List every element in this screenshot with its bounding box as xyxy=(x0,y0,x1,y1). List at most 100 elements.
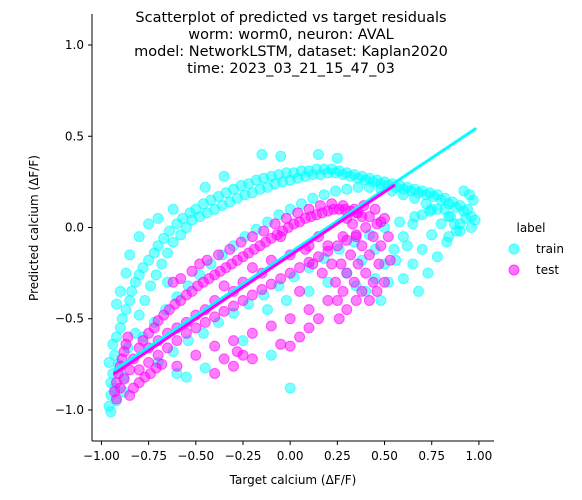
point-test-182 xyxy=(333,313,345,325)
point-test-147 xyxy=(156,358,168,370)
point-test-123 xyxy=(294,285,306,297)
point-test-8 xyxy=(111,393,122,405)
point-train-203 xyxy=(284,382,296,394)
point-test-177 xyxy=(341,304,353,316)
point-train-165 xyxy=(394,216,406,228)
point-train-199 xyxy=(180,371,192,383)
x-tick-label: 0.25 xyxy=(324,449,351,463)
x-ticks: −1.00 −0.75 −0.50 −0.25 0.00 0.25 0.50 0.75 1.00 xyxy=(83,441,492,463)
point-test-94 xyxy=(341,267,353,279)
point-test-73 xyxy=(313,251,324,263)
point-test-150 xyxy=(228,360,239,372)
point-train-181 xyxy=(435,218,447,230)
point-test-86 xyxy=(322,295,334,306)
point-test-60 xyxy=(190,322,202,334)
point-test-117 xyxy=(369,203,381,215)
y-tick-label: 0.5 xyxy=(65,129,84,143)
point-test-129 xyxy=(246,262,258,274)
point-test-111 xyxy=(384,254,396,266)
point-test-165 xyxy=(224,243,236,255)
point-train-137 xyxy=(330,185,341,197)
point-test-149 xyxy=(218,353,230,365)
point-train-36 xyxy=(175,229,187,241)
point-test-110 xyxy=(382,231,394,243)
point-test-104 xyxy=(367,276,379,288)
point-test-62 xyxy=(209,311,221,323)
point-test-101 xyxy=(360,267,372,279)
point-test-116 xyxy=(363,211,375,223)
x-tick-label: −1.00 xyxy=(83,449,120,463)
point-test-89 xyxy=(326,258,338,270)
point-test-156 xyxy=(313,313,324,325)
y-tick-label: −0.5 xyxy=(55,312,84,326)
point-test-175 xyxy=(337,200,349,212)
point-train-210 xyxy=(303,285,315,297)
point-test-164 xyxy=(213,249,224,261)
point-test-168 xyxy=(258,225,270,237)
point-test-70 xyxy=(284,267,296,279)
point-test-7 xyxy=(122,331,134,343)
point-test-58 xyxy=(171,335,183,347)
point-train-177 xyxy=(397,273,409,285)
point-train-28 xyxy=(150,269,162,281)
y-tick-label: −1.0 xyxy=(55,403,84,417)
point-train-197 xyxy=(167,203,179,215)
point-train-224 xyxy=(460,212,472,224)
point-test-154 xyxy=(284,340,296,352)
point-test-163 xyxy=(201,254,213,266)
point-test-87 xyxy=(337,285,349,297)
point-train-185 xyxy=(431,251,443,263)
point-train-216 xyxy=(111,298,122,310)
point-train-205 xyxy=(237,335,249,347)
legend-title: label xyxy=(516,221,545,235)
point-test-97 xyxy=(350,231,362,243)
series-train xyxy=(103,149,481,418)
point-train-222 xyxy=(443,231,455,243)
point-train-220 xyxy=(401,240,413,252)
point-test-161 xyxy=(186,265,198,277)
point-test-102 xyxy=(363,249,375,261)
point-train-225 xyxy=(465,222,477,233)
point-train-168 xyxy=(439,203,451,215)
x-tick-label: 0.75 xyxy=(418,449,445,463)
point-test-171 xyxy=(292,207,304,219)
point-train-135 xyxy=(307,192,319,204)
x-tick-label: −0.25 xyxy=(225,449,262,463)
point-train-214 xyxy=(120,267,132,279)
point-train-200 xyxy=(199,362,211,374)
point-train-143 xyxy=(397,189,409,201)
point-train-180 xyxy=(426,229,438,241)
point-test-80 xyxy=(209,340,221,352)
point-train-136 xyxy=(318,189,330,201)
point-train-10 xyxy=(111,331,122,343)
point-test-95 xyxy=(345,249,357,261)
point-train-215 xyxy=(124,249,136,261)
point-test-181 xyxy=(371,285,383,297)
title-line-1: Scatterplot of predicted vs target resid… xyxy=(135,10,446,26)
point-test-56 xyxy=(152,349,164,361)
point-train-138 xyxy=(341,183,353,195)
point-test-67 xyxy=(256,284,268,295)
point-test-66 xyxy=(246,289,258,301)
point-train-196 xyxy=(199,181,211,193)
y-tick-label: 0.0 xyxy=(65,221,84,235)
point-test-98 xyxy=(352,258,364,270)
point-train-217 xyxy=(133,231,145,243)
point-train-195 xyxy=(218,170,230,182)
point-train-38 xyxy=(180,222,192,233)
point-test-160 xyxy=(175,273,187,285)
point-train-206 xyxy=(375,295,387,306)
point-train-30 xyxy=(156,258,168,270)
fit-line-train xyxy=(113,127,477,372)
point-test-153 xyxy=(246,353,258,365)
point-test-57 xyxy=(162,342,173,354)
point-test-92 xyxy=(335,258,347,270)
point-train-33 xyxy=(163,225,175,237)
point-train-15 xyxy=(120,304,132,316)
x-tick-label: 1.00 xyxy=(466,449,493,463)
point-test-172 xyxy=(303,203,315,215)
point-test-93 xyxy=(337,231,349,243)
point-test-82 xyxy=(246,327,258,339)
point-test-69 xyxy=(275,273,287,285)
point-train-212 xyxy=(262,304,273,316)
